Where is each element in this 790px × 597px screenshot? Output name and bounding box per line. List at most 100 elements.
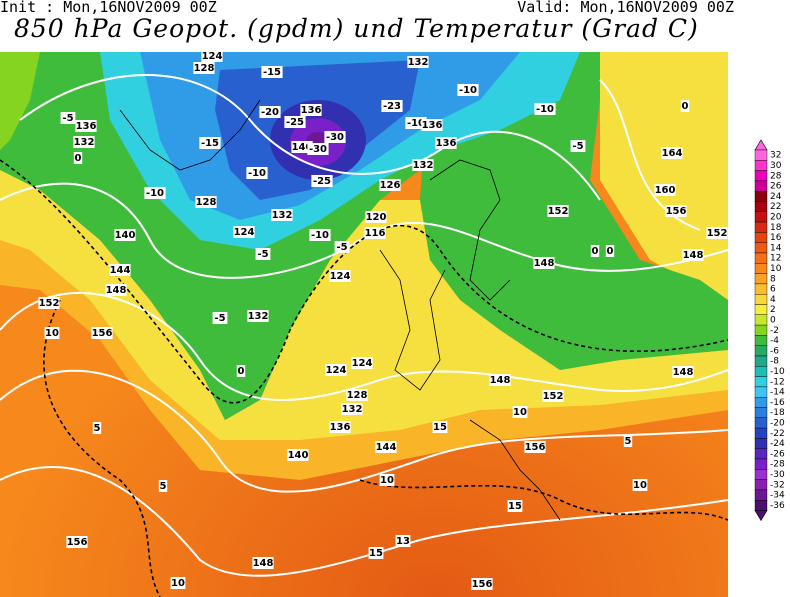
contour-label: 0: [682, 101, 689, 112]
contour-label: 156: [92, 328, 113, 339]
contour-label: 120: [366, 212, 387, 223]
colorbar-swatch: [754, 263, 768, 274]
label-box: [534, 103, 556, 115]
colorbar-swatch: [754, 427, 768, 439]
contour-label: 0: [238, 366, 245, 377]
colorbar-swatch: [754, 479, 768, 491]
label-box: [291, 141, 313, 153]
label-box: [542, 390, 564, 402]
colorbar-swatch: [754, 458, 768, 470]
contour-label: 0: [75, 153, 82, 164]
label-box: [489, 374, 511, 386]
contour-label: 152: [543, 391, 564, 402]
label-box: [375, 441, 397, 453]
label-box: [533, 257, 555, 269]
label-box: [654, 184, 676, 196]
label-box: [672, 366, 694, 378]
colorbar-label: 18: [770, 223, 782, 233]
colorbar-label: 14: [770, 243, 782, 253]
label-box: [284, 116, 306, 128]
colorbar-swatch: [754, 283, 768, 295]
colorbar-label: -12: [770, 377, 785, 387]
colorbar-swatch: [754, 366, 768, 377]
colorbar-label: 0: [770, 315, 776, 325]
label-box: [109, 264, 131, 276]
contour-label: 128: [194, 63, 215, 74]
colorbar-label: -18: [770, 408, 785, 418]
label-box: [92, 422, 102, 434]
contour-label: -10: [248, 168, 266, 179]
colorbar-swatch: [754, 304, 768, 316]
contour-label: -15: [201, 138, 219, 149]
contour-label: 132: [248, 311, 269, 322]
label-box: [680, 100, 690, 112]
contour-label: 15: [369, 548, 383, 559]
contour-label: 10: [171, 578, 185, 589]
contour-label: 156: [525, 442, 546, 453]
map-title: 850 hPa Geopot. (gpdm) und Temperatur (G…: [14, 14, 699, 43]
label-box: [329, 421, 351, 433]
label-box: [212, 312, 228, 324]
label-box: [261, 66, 283, 78]
label-box: [405, 117, 427, 129]
label-box: [379, 474, 395, 486]
contour-label: 124: [326, 365, 347, 376]
label-box: [193, 62, 215, 74]
label-box: [435, 137, 457, 149]
contour-label: 148: [106, 285, 127, 296]
colorbar-label: 6: [770, 285, 776, 295]
colorbar-label: 12: [770, 254, 781, 264]
contour-label: 5: [160, 481, 167, 492]
colorbar-label: 20: [770, 212, 782, 222]
colorbar: 32302826242220181614121086420-2-4-6-8-10…: [754, 139, 785, 522]
label-box: [395, 535, 411, 547]
contour-label: 152: [548, 206, 569, 217]
colorbar-swatch: [754, 221, 768, 233]
label-box: [623, 435, 633, 447]
label-box: [75, 120, 97, 132]
contour-label: 164: [662, 148, 683, 159]
label-box: [471, 578, 493, 590]
label-box: [379, 179, 401, 191]
colorbar-label: -4: [770, 336, 779, 346]
colorbar-swatch: [754, 190, 768, 202]
label-box: [341, 403, 363, 415]
label-box: [158, 480, 168, 492]
contour-label: -5: [572, 141, 583, 152]
contour-label: 10: [45, 328, 59, 339]
label-box: [365, 211, 387, 223]
label-box: [73, 152, 83, 164]
label-box: [706, 227, 728, 239]
contour-label: 132: [74, 137, 95, 148]
colorbar-swatch: [754, 232, 768, 243]
colorbar-swatch: [754, 355, 768, 367]
colorbar-label: -34: [770, 491, 785, 501]
contour-label: 0: [607, 246, 614, 257]
colorbar-swatch: [754, 211, 768, 223]
contour-label: -20: [261, 107, 279, 118]
colorbar-arrow-bottom: [754, 510, 768, 522]
contour-label: 132: [342, 404, 363, 415]
label-box: [682, 249, 704, 261]
contour-label: 0: [592, 246, 599, 257]
contour-label: 128: [347, 390, 368, 401]
label-box: [381, 100, 403, 112]
label-box: [201, 50, 223, 62]
contour-label: 148: [683, 250, 704, 261]
colorbar-label: 26: [770, 182, 782, 192]
contour-label: -10: [146, 188, 164, 199]
contour-label: -23: [383, 101, 401, 112]
contour-label: 132: [272, 210, 293, 221]
label-box: [368, 547, 384, 559]
contour-label: 136: [301, 105, 322, 116]
contour-label: 10: [633, 480, 647, 491]
label-box: [236, 365, 246, 377]
label-box: [259, 106, 281, 118]
colorbar-swatch: [754, 314, 768, 326]
contour-label: 136: [330, 422, 351, 433]
label-box: [309, 229, 331, 241]
label-box: [287, 449, 309, 461]
colorbar-label: -26: [770, 449, 785, 459]
